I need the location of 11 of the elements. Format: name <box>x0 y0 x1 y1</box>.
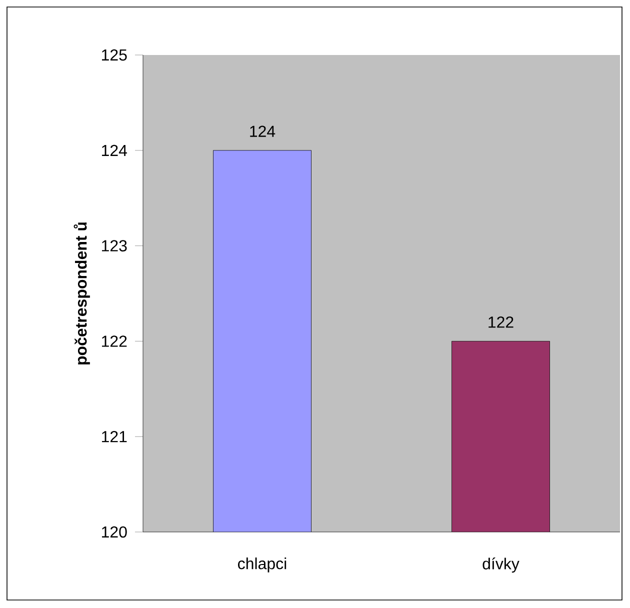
y-tick-label: 123 <box>102 240 127 252</box>
data-label: 122 <box>488 316 514 328</box>
y-axis-title: početrespondent ů <box>74 222 90 364</box>
x-tick-label: dívky <box>482 558 520 573</box>
x-tick-label: chlapci <box>238 558 286 572</box>
y-tick-label: 124 <box>102 144 127 156</box>
y-tick-label: 121 <box>102 431 127 442</box>
y-tick-label: 120 <box>102 526 127 538</box>
y-tick-label: 122 <box>102 336 127 347</box>
y-tick-label: 125 <box>102 49 127 61</box>
data-label: 124 <box>250 126 276 137</box>
